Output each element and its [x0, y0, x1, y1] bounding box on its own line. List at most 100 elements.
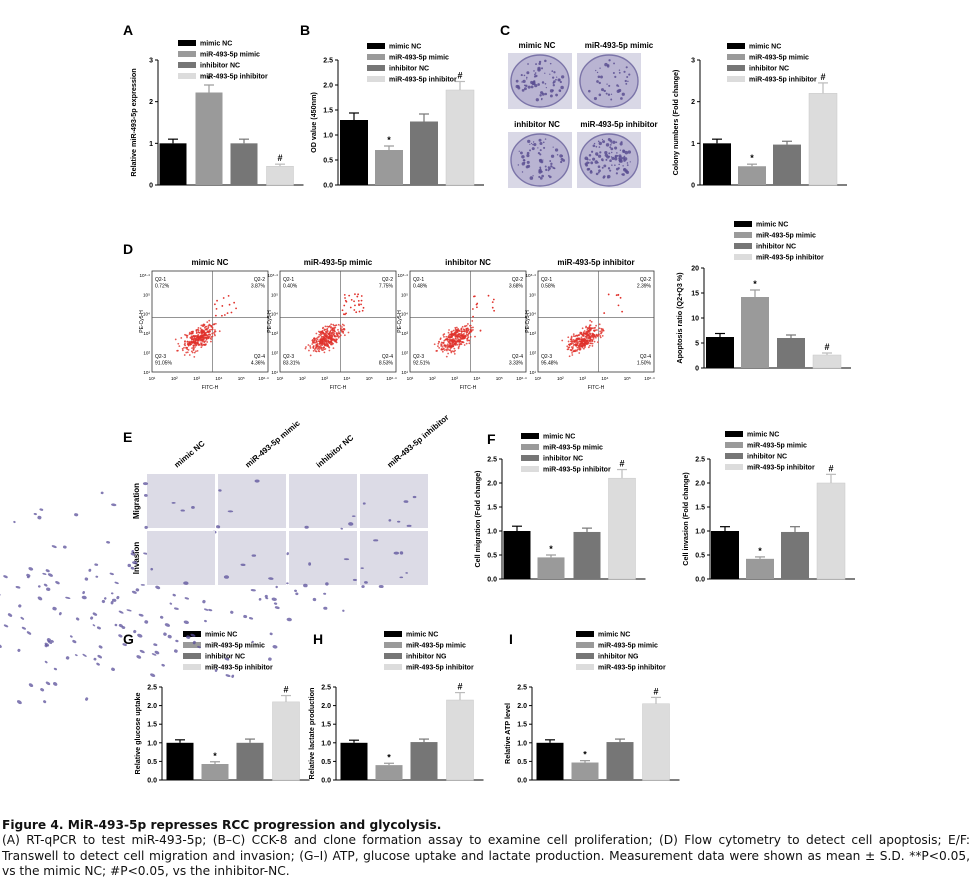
colony-dot: [523, 74, 526, 77]
flow-x-tick: 10²: [557, 376, 564, 381]
flow-y-tick: 10²: [271, 351, 278, 356]
panel-letter-E: E: [123, 429, 132, 445]
flow-event: [588, 325, 591, 328]
colony-dot: [552, 76, 555, 79]
colony-label: mimic NC: [519, 41, 556, 50]
y-axis-label: Apoptosis ratio (Q2+Q3 %): [675, 272, 684, 364]
flow-event: [440, 344, 443, 346]
flow-event: [341, 309, 344, 312]
transwell-cell: [251, 554, 257, 557]
colony-dot: [612, 71, 615, 75]
flow-x-tick: 10⁶·⁴: [644, 376, 655, 381]
flow-event: [185, 335, 188, 337]
legend-label: miR-493-5p inhibitor: [598, 665, 666, 672]
flow-event: [446, 338, 448, 340]
flow-event: [341, 326, 343, 328]
flow-y-label: PE-Cy5-H: [525, 310, 531, 333]
colony-dot: [608, 84, 611, 87]
flow-event: [464, 325, 466, 328]
quadrant-label: 3.87%: [251, 284, 266, 290]
colony-dot: [596, 161, 599, 164]
bar-chart-D: 0 5 10 15 20 Apoptosis ratio (Q2+Q3 %) * # mimic…: [675, 221, 851, 373]
colony-dot: [527, 63, 529, 65]
colony-dot: [530, 85, 534, 89]
flow-event: [204, 337, 207, 339]
legend-swatch: [384, 631, 402, 637]
y-axis-label: Relative miR-493-5p expression: [129, 68, 138, 176]
flow-event: [439, 337, 442, 340]
flow-event: [308, 349, 310, 352]
flow-event: [572, 335, 575, 337]
colony-dot: [619, 142, 623, 146]
quadrant-label: Q2-2: [512, 277, 523, 283]
flow-event: [567, 336, 570, 339]
y-tick-label: 2.0: [323, 83, 333, 90]
quadrant-label: 8.53%: [379, 361, 394, 367]
flow-event: [314, 350, 317, 352]
flow-y-tick: 10⁵: [271, 292, 278, 297]
transwell-cell: [111, 503, 117, 507]
flow-event: [343, 324, 345, 327]
flow-event: [195, 332, 198, 335]
flow-event: [587, 334, 590, 337]
colony-dot: [585, 163, 589, 167]
legend-swatch: [727, 43, 745, 49]
flow-event: [202, 335, 205, 338]
flow-event: [593, 340, 596, 343]
colony-dot: [586, 168, 590, 171]
flow-x-tick: 10⁶·⁴: [516, 376, 527, 381]
flow-event: [206, 341, 209, 343]
transwell-cell: [55, 581, 60, 585]
flow-event: [586, 339, 589, 342]
flow-y-tick: 10⁶·⁴: [139, 273, 150, 278]
flow-event: [200, 342, 202, 345]
colony-dot: [539, 94, 542, 97]
flow-event: [575, 339, 578, 341]
flow-event: [335, 341, 338, 344]
colony-dot: [522, 79, 526, 83]
flow-event: [210, 340, 212, 343]
significance-mark: *: [583, 750, 587, 760]
flow-event: [328, 333, 330, 335]
transwell-cell: [43, 700, 47, 704]
y-tick-label: 2.5: [321, 685, 331, 692]
flow-y-tick: 10²: [529, 351, 536, 356]
colony-label: miR-493-5p mimic: [585, 41, 654, 50]
colony-dot: [609, 169, 612, 172]
flow-x-tick: 10⁵: [624, 376, 631, 381]
flow-event: [596, 341, 599, 343]
colony-dot: [552, 84, 555, 87]
flow-x-label: FITC-H: [588, 385, 605, 391]
panel-letter-I: I: [509, 631, 513, 647]
colony-dot: [625, 170, 630, 175]
colony-dot: [541, 81, 545, 84]
flow-event: [325, 338, 328, 341]
bar-4: [445, 89, 475, 186]
transwell-cell: [69, 635, 73, 638]
colony-dot: [554, 148, 559, 152]
flow-event: [226, 312, 229, 315]
quadrant-label: Q2-1: [413, 277, 424, 283]
colony-dot: [518, 150, 520, 152]
colony-dot: [551, 89, 554, 92]
flow-event: [607, 293, 610, 296]
y-tick-label: 0.0: [695, 577, 705, 584]
quadrant-label: Q2-4: [512, 354, 523, 360]
colony-dot: [616, 152, 618, 154]
colony-dot: [522, 159, 526, 162]
flow-event: [318, 342, 321, 345]
transwell-cell: [399, 551, 404, 555]
flow-event: [305, 346, 307, 348]
flow-event: [459, 339, 462, 342]
flow-event: [455, 329, 458, 332]
y-tick-label: 2.5: [695, 457, 705, 464]
colony-dot: [621, 173, 624, 176]
flow-event: [360, 295, 363, 297]
flow-event: [360, 299, 363, 302]
flow-event: [343, 304, 346, 307]
colony-dot: [540, 91, 544, 95]
flow-plot-4: miR-493-5p inhibitor Q2-10.58% Q2-22.39% Q2…: [525, 258, 655, 391]
colony-dot: [623, 70, 626, 73]
flow-event: [333, 335, 336, 338]
significance-mark: #: [824, 342, 829, 352]
